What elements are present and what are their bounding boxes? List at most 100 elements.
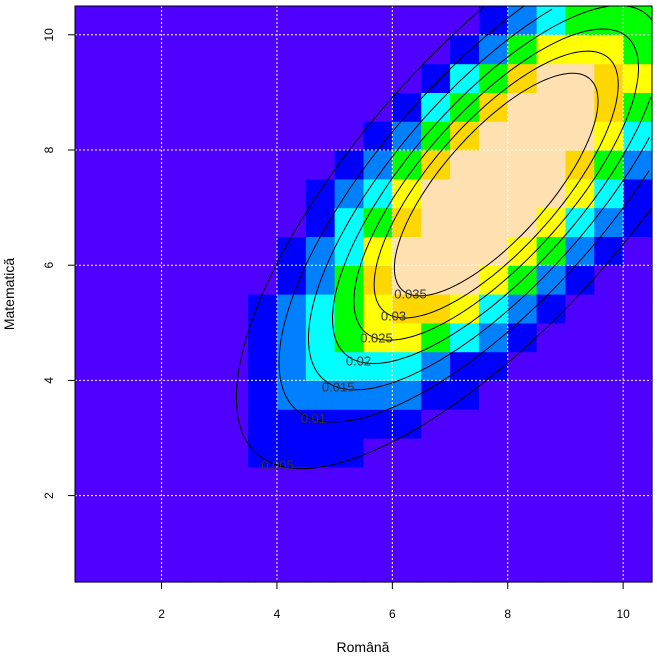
heatmap-cell — [334, 236, 365, 266]
heatmap-cell — [276, 150, 307, 180]
heatmap-cell — [478, 524, 509, 554]
heatmap-cell — [219, 63, 249, 93]
y-axis: 2 4 6 8 10 — [42, 28, 75, 499]
heatmap-cell — [75, 121, 105, 151]
heatmap-cell — [161, 6, 191, 36]
contour-label: 0.01 — [301, 411, 326, 426]
heatmap-cell — [392, 524, 422, 554]
heatmap-cell — [132, 553, 163, 583]
heatmap-cell — [623, 178, 653, 209]
heatmap-cell — [75, 351, 105, 381]
heatmap-cell — [392, 265, 422, 295]
heatmap-cell — [75, 294, 105, 324]
heatmap-cell — [103, 466, 134, 497]
heatmap-cell — [565, 495, 595, 525]
heatmap-cell — [450, 63, 480, 93]
heatmap-cell — [161, 438, 191, 468]
heatmap-cell — [248, 524, 278, 554]
heatmap-cell — [392, 294, 422, 324]
heatmap-cell — [190, 466, 220, 497]
heatmap-cell — [507, 207, 538, 237]
heatmap-cell — [305, 495, 336, 525]
heatmap-cell — [334, 351, 365, 381]
heatmap-cell — [392, 92, 422, 122]
heatmap-cell — [623, 294, 653, 324]
heatmap-cell — [536, 409, 567, 439]
heatmap-cell — [103, 322, 134, 353]
heatmap-cell — [565, 466, 595, 497]
heatmap-cell — [536, 495, 567, 525]
heatmap-cell — [507, 63, 538, 93]
heatmap-cell — [132, 495, 163, 525]
heatmap-cell — [594, 322, 624, 353]
x-tick-label: 4 — [274, 607, 281, 621]
heatmap-cell — [132, 265, 163, 295]
contour-line — [278, 5, 650, 423]
heatmap-cell — [190, 121, 220, 151]
heatmap-cell — [363, 322, 393, 353]
heatmap-cell — [132, 322, 163, 353]
heatmap-cell — [190, 150, 220, 180]
heatmap-cell — [594, 466, 624, 497]
heatmap-cell — [536, 294, 567, 324]
heatmap-cell — [334, 409, 365, 439]
heatmap-cell — [363, 380, 393, 410]
heatmap-cell — [363, 34, 393, 65]
contour-line — [308, 8, 650, 391]
heatmap-cell — [276, 6, 307, 36]
heatmap-cell — [248, 6, 278, 36]
heatmap-cell — [363, 351, 393, 381]
heatmap-cell — [75, 6, 105, 36]
heatmap-cell — [450, 207, 480, 237]
heatmap-cell — [623, 6, 653, 36]
heatmap-cell — [334, 466, 365, 497]
heatmap-cell — [478, 553, 509, 583]
heatmap-cell — [450, 438, 480, 468]
heatmap-cell — [132, 294, 163, 324]
heatmap-cell — [334, 524, 365, 554]
heatmap-cell — [132, 380, 163, 410]
heatmap-cell — [565, 63, 595, 93]
heatmap-cell — [75, 466, 105, 497]
heatmap-cell — [594, 294, 624, 324]
heatmap-cell — [75, 63, 105, 93]
heatmap-cell — [161, 553, 191, 583]
heatmap-cell — [594, 495, 624, 525]
heatmap-cell — [190, 351, 220, 381]
heatmap-cell — [536, 150, 567, 180]
contour-label: 0.015 — [322, 380, 355, 395]
heatmap-cell — [392, 553, 422, 583]
contour-label: 0.025 — [360, 330, 393, 345]
heatmap-cell — [623, 495, 653, 525]
heatmap-cell — [219, 207, 249, 237]
heatmap-cell — [565, 553, 595, 583]
heatmap-cell — [594, 34, 624, 65]
contour-labels: 0.005 0.01 0.015 0.02 0.025 0.03 0.035 — [261, 287, 426, 473]
heatmap-cell — [190, 438, 220, 468]
heatmap-cell — [594, 438, 624, 468]
heatmap-cell — [450, 92, 480, 122]
heatmap-cell — [75, 92, 105, 122]
heatmap-cell — [305, 150, 336, 180]
heatmap-cell — [190, 322, 220, 353]
heatmap-cell — [623, 322, 653, 353]
heatmap-cell — [276, 236, 307, 266]
x-tick-label: 6 — [389, 607, 396, 621]
heatmap-cell — [190, 294, 220, 324]
heatmap-cell — [75, 553, 105, 583]
heatmap-cell — [421, 236, 451, 266]
heatmap-cell — [536, 322, 567, 353]
heatmap-cell — [594, 265, 624, 295]
heatmap-cell — [219, 150, 249, 180]
heatmap-cell — [507, 178, 538, 209]
heatmap-cell — [305, 380, 336, 410]
heatmap-cell — [623, 438, 653, 468]
heatmap-cell — [132, 351, 163, 381]
heatmap-cell — [103, 121, 134, 151]
heatmap-cell — [478, 150, 509, 180]
heatmap-cell — [276, 63, 307, 93]
heatmap-cell — [103, 351, 134, 381]
heatmap-cell — [219, 92, 249, 122]
heatmap-cell — [219, 294, 249, 324]
